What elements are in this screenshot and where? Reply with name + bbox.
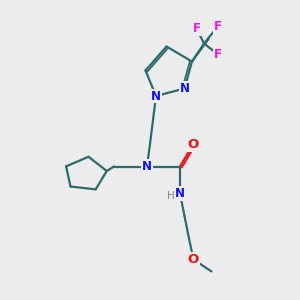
Text: H: H: [167, 191, 174, 201]
Text: N: N: [151, 89, 161, 103]
Text: F: F: [193, 22, 200, 35]
Text: O: O: [188, 253, 199, 266]
Text: F: F: [214, 20, 221, 34]
Text: N: N: [175, 187, 185, 200]
Text: N: N: [142, 160, 152, 173]
Text: O: O: [188, 137, 199, 151]
Text: N: N: [179, 82, 190, 95]
Text: F: F: [214, 47, 221, 61]
